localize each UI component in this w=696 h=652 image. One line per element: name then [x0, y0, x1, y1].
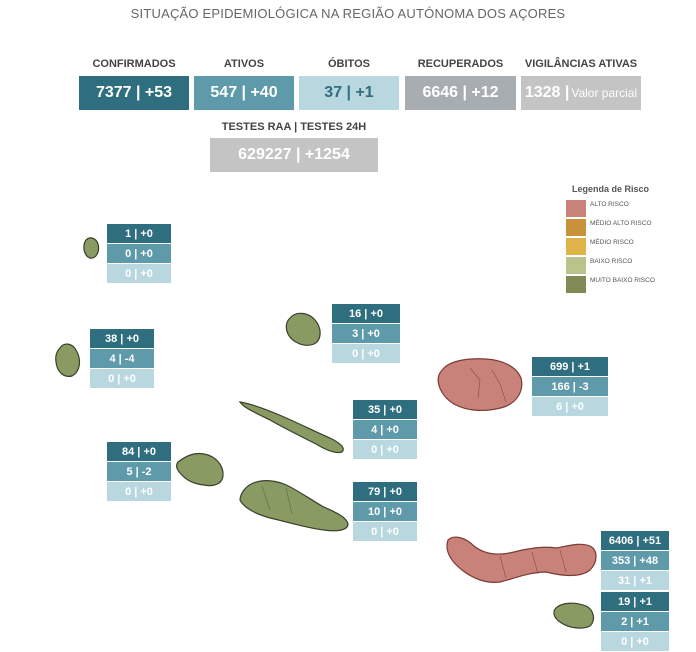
- island-flores: [55, 343, 81, 377]
- legend-item-muito-baixo: MUITO BAIXO RISCO: [566, 276, 676, 295]
- stats-terceira: 699 | +1 166 | -3 6 | +0: [532, 357, 608, 417]
- stat-confirmados: 79 | +0: [353, 482, 417, 501]
- kpi-ativos-value: 547 | +40: [194, 76, 294, 110]
- stat-ativos: 353 | +48: [601, 551, 669, 570]
- legend-label-medio: MÉDIO RISCO: [590, 239, 634, 246]
- stats-flores: 38 | +0 4 | -4 0 | +0: [90, 329, 154, 389]
- stat-obitos: 0 | +0: [107, 482, 171, 501]
- island-sao-miguel: [446, 536, 597, 583]
- page-title: SITUAÇÃO EPIDEMIOLÓGICA NA REGIÃO AUTÓNO…: [130, 6, 566, 21]
- kpi-label-vigilancias: VIGILÂNCIAS ATIVAS: [524, 58, 638, 70]
- legend-swatch-medio-alto: [566, 219, 586, 236]
- island-faial: [175, 452, 224, 487]
- legend-label-medio-alto: MÉDIO ALTO RISCO: [590, 220, 652, 227]
- stat-confirmados: 16 | +0: [332, 304, 400, 323]
- stat-obitos: 0 | +0: [601, 632, 669, 651]
- island-santa-maria: [553, 602, 595, 629]
- island-corvo: [83, 237, 100, 259]
- stat-ativos: 0 | +0: [107, 244, 171, 263]
- stat-confirmados: 1 | +0: [107, 224, 171, 243]
- legend-swatch-muito-baixo: [566, 276, 586, 293]
- kpi-vigilancias-value: 1328 | Valor parcial: [521, 76, 641, 110]
- legend-item-alto: ALTO RISCO: [566, 200, 676, 219]
- stats-graciosa: 16 | +0 3 | +0 0 | +0: [332, 304, 400, 364]
- kpi-label-confirmados: CONFIRMADOS: [92, 58, 176, 70]
- legend-item-medio-alto: MÉDIO ALTO RISCO: [566, 219, 676, 238]
- island-sao-jorge: [238, 401, 344, 454]
- stat-confirmados: 19 | +1: [601, 592, 669, 611]
- kpi-label-recuperados: RECUPERADOS: [417, 58, 504, 70]
- legend-title: Legenda de Risco: [572, 184, 650, 194]
- stat-confirmados: 38 | +0: [90, 329, 154, 348]
- island-pico: [239, 480, 349, 532]
- kpi-recuperados-value: 6646 | +12: [405, 76, 516, 110]
- kpi-confirmados-value: 7377 | +53: [79, 76, 189, 110]
- stat-obitos: 0 | +0: [107, 264, 171, 283]
- stat-obitos: 0 | +0: [353, 522, 417, 541]
- stats-faial: 84 | +0 5 | -2 0 | +0: [107, 442, 171, 502]
- kpi-label-ativos: ATIVOS: [223, 58, 265, 70]
- kpi-obitos-value: 37 | +1: [299, 76, 399, 110]
- stat-obitos: 0 | +0: [332, 344, 400, 363]
- legend-swatch-baixo: [566, 257, 586, 274]
- stat-confirmados: 84 | +0: [107, 442, 171, 461]
- stat-confirmados: 35 | +0: [353, 400, 417, 419]
- legend-swatch-medio: [566, 238, 586, 255]
- stat-obitos: 6 | +0: [532, 397, 608, 416]
- legend-label-muito-baixo: MUITO BAIXO RISCO: [590, 277, 655, 284]
- stats-santa-maria: 19 | +1 2 | +1 0 | +0: [601, 592, 669, 652]
- stat-ativos: 4 | -4: [90, 349, 154, 368]
- island-graciosa: [285, 312, 321, 346]
- kpi-testes-value: 629227 | +1254: [210, 138, 378, 172]
- legend-label-alto: ALTO RISCO: [590, 201, 629, 208]
- risk-legend: Legenda de Risco ALTO RISCO MÉDIO ALTO R…: [566, 184, 676, 295]
- stat-ativos: 166 | -3: [532, 377, 608, 396]
- island-terceira: [437, 358, 523, 411]
- stat-obitos: 31 | +1: [601, 571, 669, 590]
- stat-confirmados: 6406 | +51: [601, 531, 669, 550]
- stat-confirmados: 699 | +1: [532, 357, 608, 376]
- stat-ativos: 10 | +0: [353, 502, 417, 521]
- stat-ativos: 3 | +0: [332, 324, 400, 343]
- stats-sao-jorge: 35 | +0 4 | +0 0 | +0: [353, 400, 417, 460]
- stats-pico: 79 | +0 10 | +0 0 | +0: [353, 482, 417, 542]
- legend-swatch-alto: [566, 200, 586, 217]
- stats-sao-miguel: 6406 | +51 353 | +48 31 | +1: [601, 531, 669, 591]
- stat-obitos: 0 | +0: [353, 440, 417, 459]
- stat-obitos: 0 | +0: [90, 369, 154, 388]
- kpi-label-obitos: ÓBITOS: [328, 58, 370, 70]
- stats-corvo: 1 | +0 0 | +0 0 | +0: [107, 224, 171, 284]
- kpi-label-testes: TESTES RAA | TESTES 24H: [221, 121, 367, 133]
- legend-label-baixo: BAIXO RISCO: [590, 258, 633, 265]
- legend-item-baixo: BAIXO RISCO: [566, 257, 676, 276]
- kpi-vigilancias-note: Valor parcial: [571, 86, 638, 100]
- stat-ativos: 5 | -2: [107, 462, 171, 481]
- legend-item-medio: MÉDIO RISCO: [566, 238, 676, 257]
- stat-ativos: 4 | +0: [353, 420, 417, 439]
- stat-ativos: 2 | +1: [601, 612, 669, 631]
